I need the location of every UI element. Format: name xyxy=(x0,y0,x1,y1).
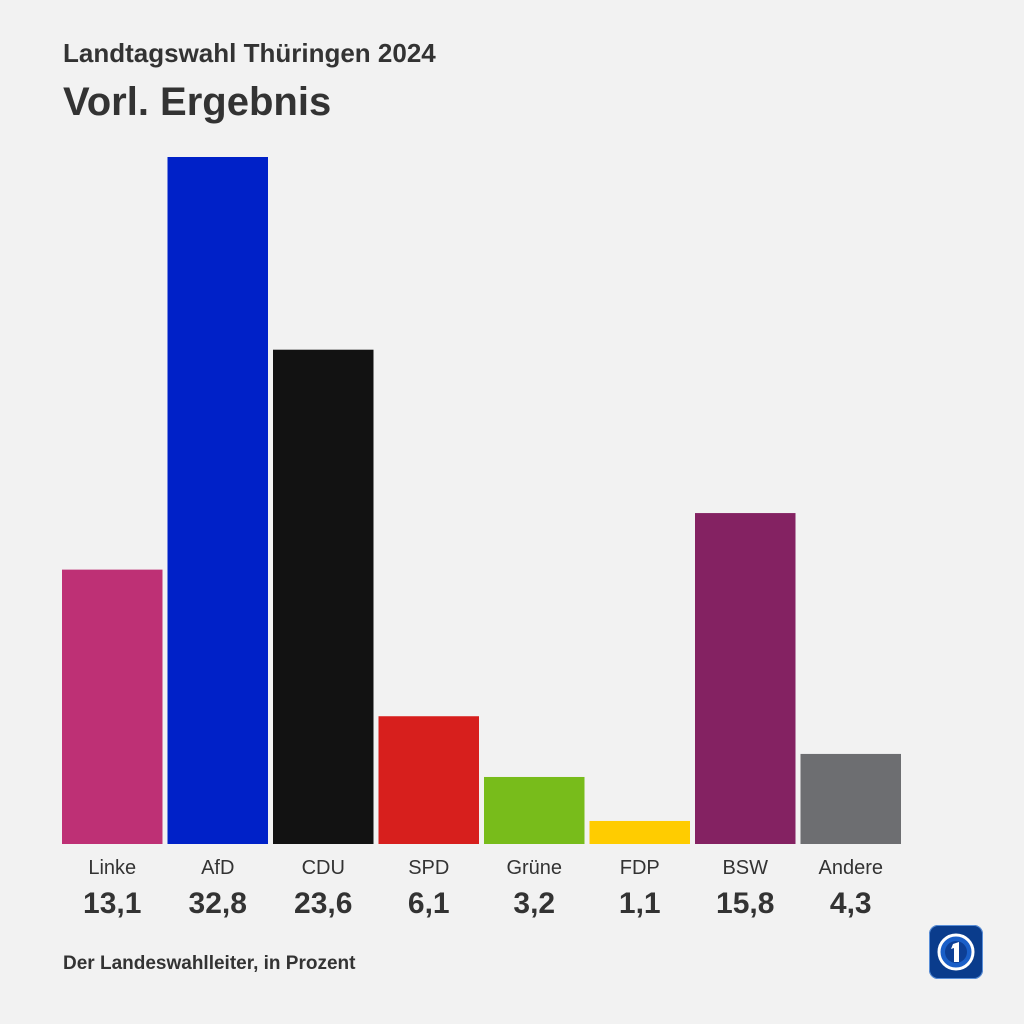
category-label: FDP xyxy=(620,857,660,879)
category-label: Grüne xyxy=(506,857,562,879)
bar-afd xyxy=(167,157,268,844)
value-label: 32,8 xyxy=(189,887,247,920)
value-label: 1,1 xyxy=(619,887,661,920)
value-label: 15,8 xyxy=(716,887,774,920)
category-label: SPD xyxy=(408,857,449,879)
chart-title: Vorl. Ergebnis xyxy=(63,80,332,124)
bar-spd xyxy=(378,716,479,844)
bar-chart: Linke 13,1 AfD 32,8 CDU 23,6 SPD 6,1 Grüne 3,2 FDP… xyxy=(62,157,901,920)
bar-bsw xyxy=(695,513,796,844)
bar-andere xyxy=(800,753,901,844)
source-note: Der Landeswahlleiter, in Prozent xyxy=(63,953,356,974)
chart-subtitle: Landtagswahl Thüringen 2024 xyxy=(63,38,436,68)
category-label: Andere xyxy=(819,857,884,879)
category-label: CDU xyxy=(302,857,345,879)
value-label: 23,6 xyxy=(294,887,352,920)
bar-grüne xyxy=(484,776,585,844)
bar-fdp xyxy=(589,820,690,844)
category-label: AfD xyxy=(201,857,234,879)
value-label: 13,1 xyxy=(83,887,141,920)
value-label: 6,1 xyxy=(408,887,450,920)
value-label: 3,2 xyxy=(513,887,555,920)
category-label: Linke xyxy=(88,857,136,879)
category-label: BSW xyxy=(722,857,768,879)
tagesschau-logo-icon xyxy=(929,925,983,979)
value-label: 4,3 xyxy=(830,887,872,920)
bar-linke xyxy=(62,569,163,844)
bar-cdu xyxy=(273,349,374,844)
